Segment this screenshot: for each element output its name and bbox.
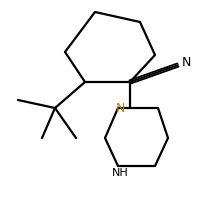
Text: N: N — [116, 101, 125, 115]
Text: N: N — [182, 57, 191, 69]
Text: NH: NH — [112, 168, 128, 178]
